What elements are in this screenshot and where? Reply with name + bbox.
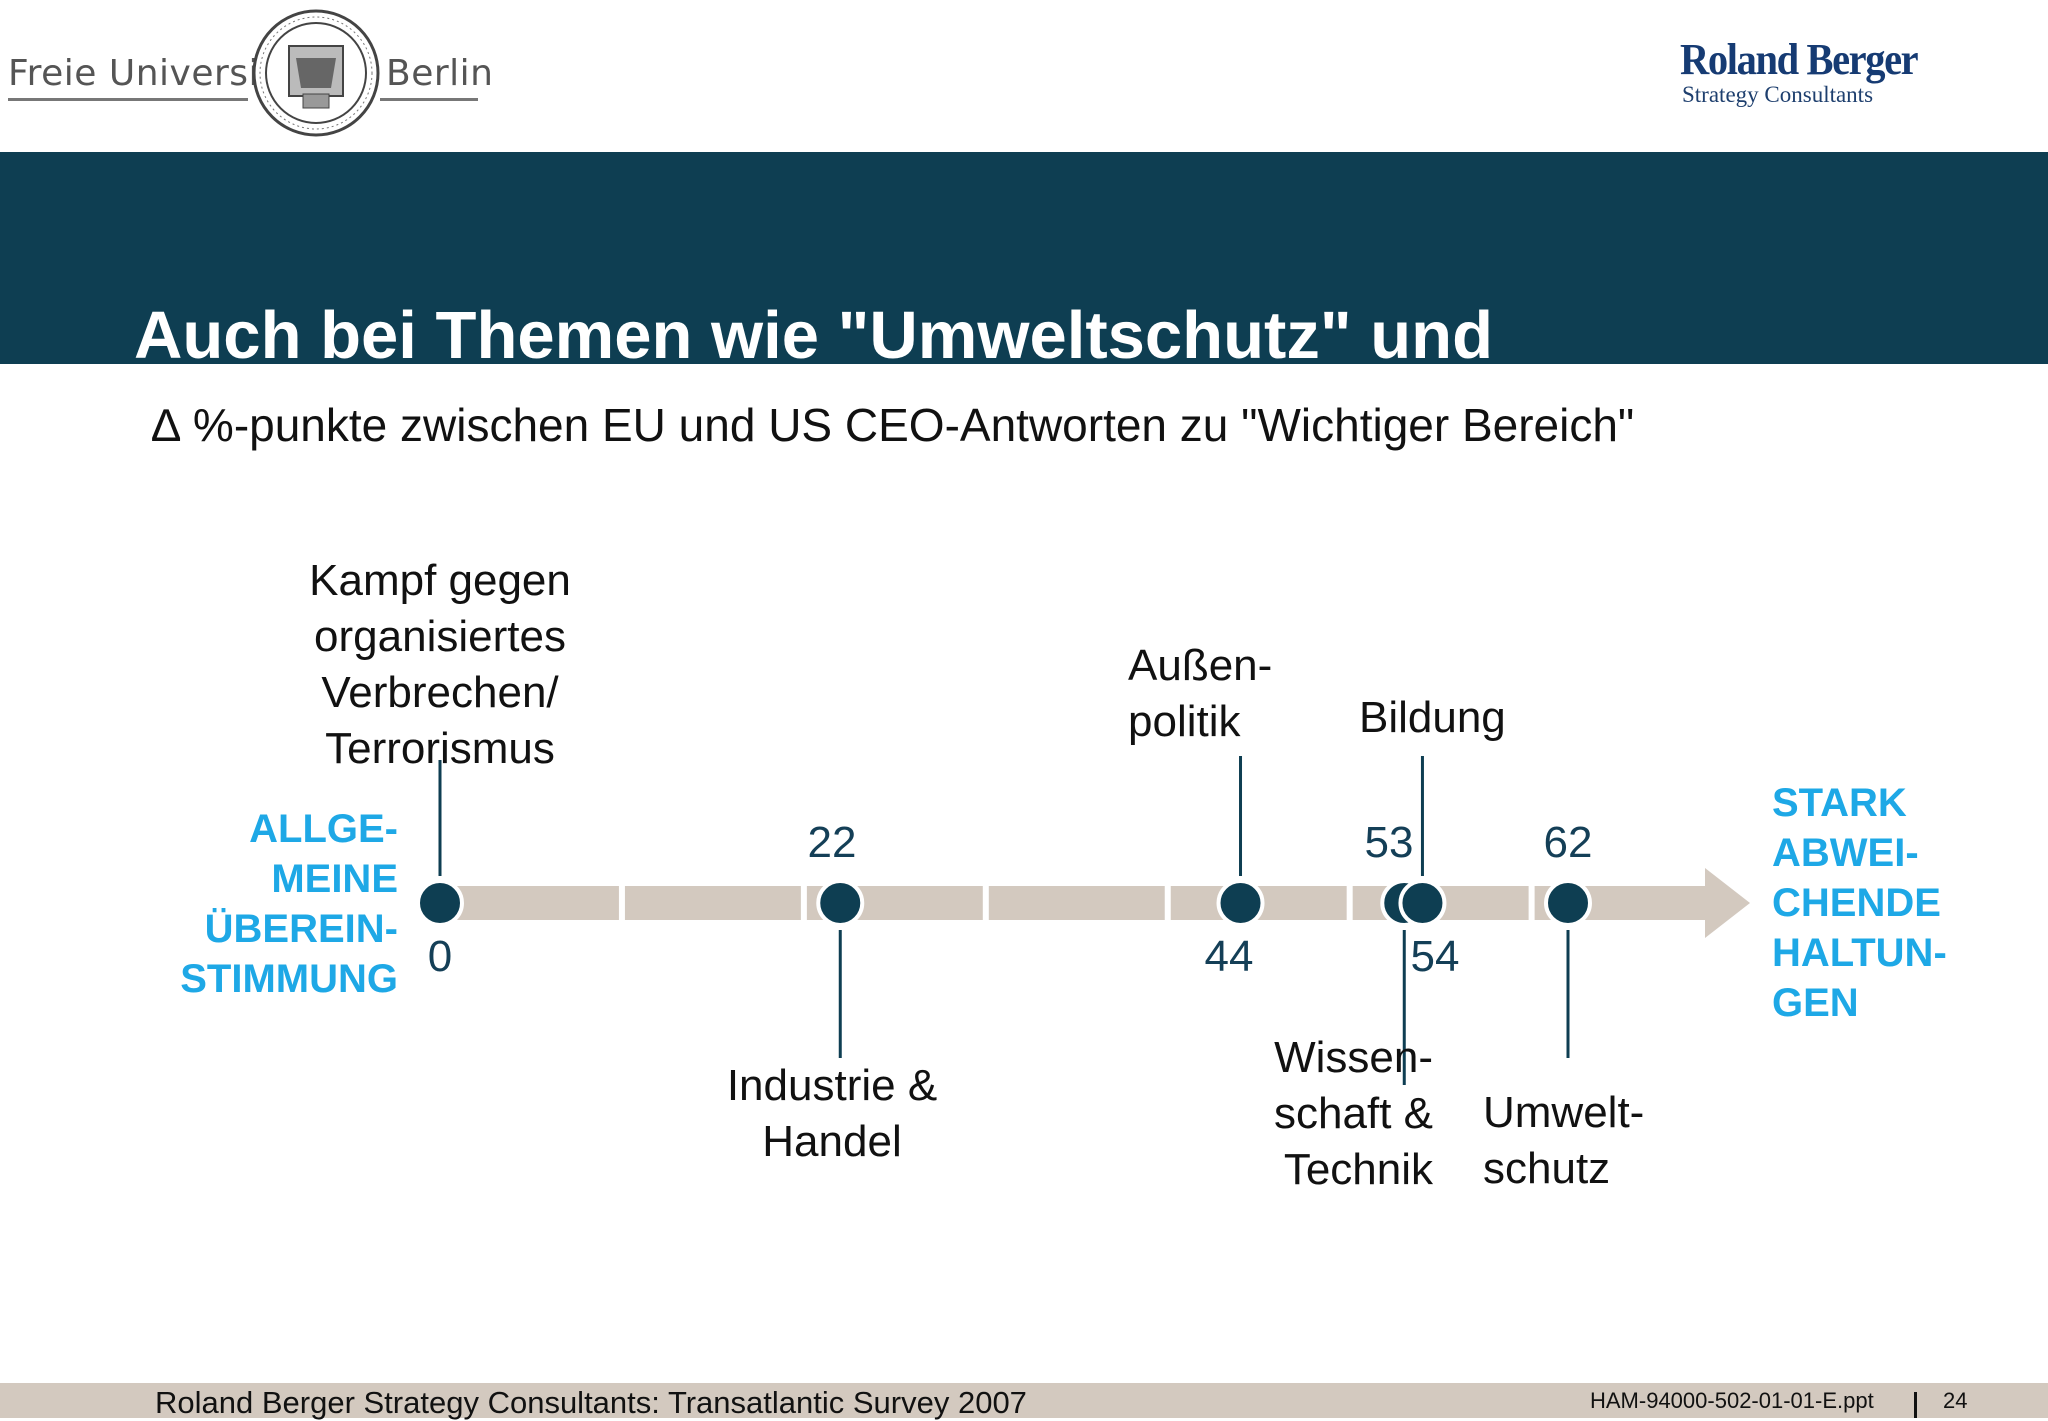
title-band: Auch bei Themen wie "Umweltschutz" und "… [0, 152, 2048, 603]
scale-axis-separator [1528, 884, 1535, 922]
point-value-label: 62 [1543, 818, 1593, 867]
point-topic-label: Umwelt- schutz [1483, 1088, 1645, 1193]
scale-left-label: ALLGE- MEINE ÜBEREIN- STIMMUNG [180, 807, 398, 1001]
slide-title: Auch bei Themen wie "Umweltschutz" und "… [134, 164, 1713, 738]
rb-logo-sub: Strategy Consultants [1682, 82, 1874, 107]
scale-point-dot [416, 879, 464, 927]
scale-point-dot [1544, 879, 1592, 927]
slide-subtitle: ∆ %-punkte zwischen EU und US CEO-Antwor… [152, 399, 1635, 451]
scale-axis-separator [618, 884, 625, 922]
footer-divider [1914, 1392, 1917, 1418]
point-value-label: 0 [427, 932, 453, 981]
rb-logo-name: Roland Berger [1680, 35, 1919, 84]
scale-point-dot [1398, 879, 1447, 927]
footer-page-number: 24 [1943, 1388, 1968, 1413]
point-topic-label: Außen- politik [1128, 641, 1273, 746]
scale-point-dot [816, 879, 865, 927]
point-topic-label: Industrie & Handel [726, 1061, 938, 1166]
point-value-label: 54 [1410, 932, 1460, 981]
scale-axis-arrow [1705, 868, 1750, 938]
point-value-label: 44 [1204, 932, 1254, 981]
scale-axis-separator [982, 884, 989, 922]
scale-axis-bar [440, 886, 1710, 920]
point-value-label: 22 [807, 818, 857, 867]
roland-berger-logo: Roland Berger Strategy Consultants [1680, 38, 1938, 108]
point-topic-label: Bildung [1359, 693, 1506, 742]
fu-berlin-logo: Freie Universität Berlin [8, 8, 493, 138]
footer-file: HAM-94000-502-01-01-E.ppt [1590, 1388, 1874, 1413]
point-topic-label: Wissen- schaft & Technik [1274, 1033, 1433, 1194]
scale-axis-separator [800, 884, 807, 922]
point-value-label: 53 [1364, 818, 1414, 867]
footer-band [0, 1383, 2048, 1418]
fu-seal-icon [252, 9, 380, 137]
fu-logo-text-right: Berlin [386, 53, 494, 94]
scale-axis-separator [1346, 884, 1353, 922]
slide-title-line1: Auch bei Themen wie "Umweltschutz" und [134, 298, 1494, 373]
slide-title-line2: "Bildung" gehen die Meinungen weit ausei… [134, 528, 1713, 603]
scale-axis-separator [1164, 884, 1171, 922]
fu-logo-underline [8, 98, 478, 101]
scale-right-label: STARK ABWEI- CHENDE HALTUN- GEN [1772, 781, 1947, 1025]
footer-source: Roland Berger Strategy Consultants: Tran… [155, 1385, 1027, 1420]
point-topic-label: Kampf gegen organisiertes Verbrechen/ Te… [309, 556, 571, 773]
scale-point-dot [1216, 879, 1265, 927]
